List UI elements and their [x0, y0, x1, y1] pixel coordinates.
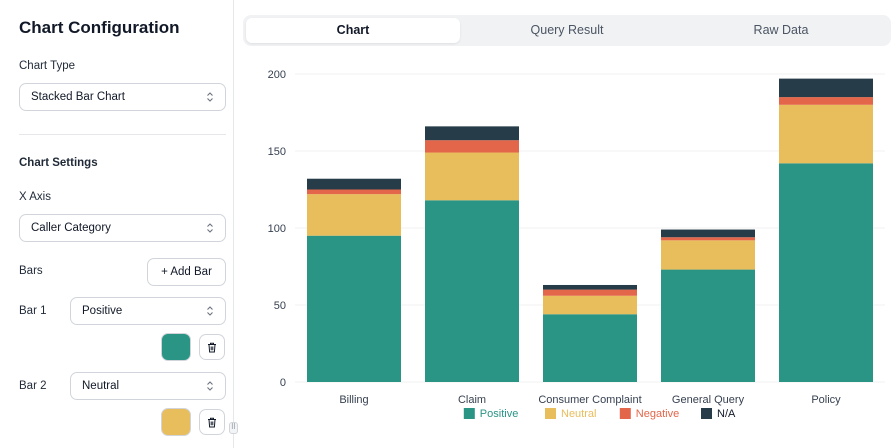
bar-1-select[interactable]: Positive — [70, 297, 226, 325]
chart-settings-title: Chart Settings — [19, 157, 98, 169]
tab-raw-data[interactable]: Raw Data — [753, 23, 809, 37]
chevron-updown-icon — [207, 306, 213, 316]
bar-segment-n-a[interactable] — [779, 78, 873, 98]
x-axis-select[interactable]: Caller Category — [19, 214, 226, 242]
x-axis-value: Caller Category — [31, 222, 111, 234]
legend-swatch — [463, 408, 475, 419]
bar-segment-neutral[interactable] — [779, 104, 873, 164]
stacked-bar-chart: 0 50 100 150 200 Billing Claim Consumer Complai… — [268, 69, 885, 420]
bar-segment-n-a[interactable] — [661, 229, 755, 238]
bar-segment-neutral[interactable] — [425, 152, 519, 201]
y-tick-label: 100 — [268, 223, 286, 235]
bar-segment-positive[interactable] — [425, 200, 519, 382]
legend-label[interactable]: Neutral — [561, 408, 596, 420]
panel-title: Chart Configuration — [19, 18, 180, 37]
chevron-updown-icon — [207, 92, 213, 102]
bar-segment-negative[interactable] — [425, 140, 519, 153]
bar-2-value: Neutral — [82, 380, 120, 392]
trash-icon — [208, 417, 216, 428]
chevron-updown-icon — [207, 223, 213, 233]
x-tick-label: Consumer Complaint — [538, 394, 641, 406]
chart-type-select[interactable]: Stacked Bar Chart — [19, 83, 226, 111]
view-tabs: Chart Query Result Raw Data — [243, 15, 891, 46]
x-tick-label: Claim — [458, 394, 486, 406]
chart-type-value: Stacked Bar Chart — [31, 91, 125, 103]
tab-query-result[interactable]: Query Result — [530, 23, 604, 37]
bar-2-select[interactable]: Neutral — [70, 372, 226, 400]
bar-segment-neutral[interactable] — [307, 194, 401, 236]
bar-2-delete-button[interactable] — [199, 409, 225, 435]
chart-type-label: Chart Type — [19, 60, 76, 72]
x-tick-label: General Query — [672, 394, 745, 406]
bar-segment-positive[interactable] — [307, 235, 401, 382]
x-axis-label: X Axis — [19, 191, 51, 203]
bar-segment-neutral[interactable] — [543, 295, 637, 315]
legend-label[interactable]: Positive — [480, 408, 519, 420]
y-tick-label: 200 — [268, 69, 286, 81]
legend-swatch — [619, 408, 631, 419]
legend-swatch — [545, 408, 556, 419]
bars-label: Bars — [19, 265, 43, 277]
bar-1-color-swatch[interactable] — [161, 333, 191, 361]
bar-segment-positive[interactable] — [543, 314, 637, 382]
y-tick-label: 150 — [268, 146, 286, 158]
bar-1-value: Positive — [82, 305, 123, 317]
x-tick-label: Billing — [339, 394, 368, 406]
bar-segment-neutral[interactable] — [661, 240, 755, 270]
bar-segment-n-a[interactable] — [307, 178, 401, 190]
bar-segment-negative[interactable] — [661, 237, 755, 241]
bar-segment-positive[interactable] — [661, 269, 755, 382]
chart-configuration-panel: Chart Configuration Chart Type Stacked B… — [0, 0, 234, 448]
bar-segment-n-a[interactable] — [425, 126, 519, 141]
trash-icon — [208, 342, 216, 353]
x-tick-label: Policy — [811, 394, 841, 406]
chevron-updown-icon — [207, 381, 213, 391]
legend-label[interactable]: N/A — [717, 408, 736, 420]
bar-segment-positive[interactable] — [779, 163, 873, 382]
bar-2-label: Bar 2 — [19, 380, 47, 392]
legend-swatch — [701, 408, 712, 419]
bar-1-label: Bar 1 — [19, 305, 47, 317]
bar-segment-negative[interactable] — [779, 97, 873, 105]
bar-1-delete-button[interactable] — [199, 334, 225, 360]
y-tick-label: 0 — [280, 377, 286, 389]
bar-2-color-swatch[interactable] — [161, 408, 191, 436]
add-bar-button[interactable]: + Add Bar — [147, 258, 226, 286]
bar-segment-n-a[interactable] — [543, 284, 637, 290]
section-divider — [19, 134, 226, 135]
legend-label[interactable]: Negative — [636, 408, 679, 420]
panel-resize-handle[interactable]: ⠿ — [229, 422, 238, 434]
tab-chart[interactable]: Chart — [246, 18, 460, 43]
bar-segment-negative[interactable] — [307, 189, 401, 195]
y-tick-label: 50 — [274, 300, 286, 312]
bar-segment-negative[interactable] — [543, 289, 637, 296]
